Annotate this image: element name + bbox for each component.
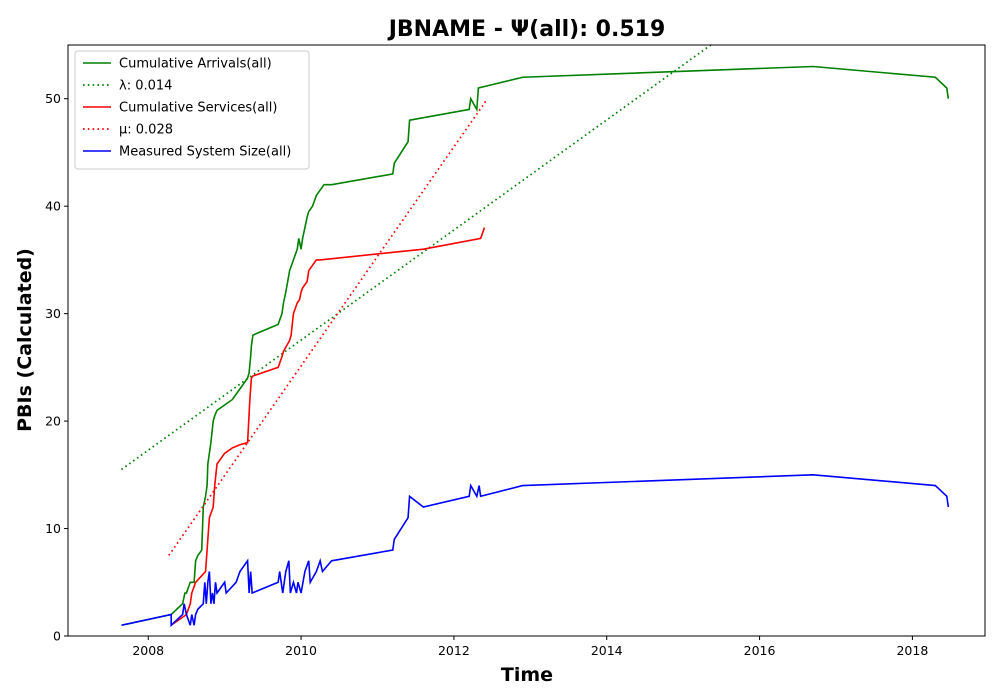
legend-label: Cumulative Services(all) xyxy=(119,101,277,116)
plot-area xyxy=(67,44,986,637)
y-tick-label: 40 xyxy=(45,199,61,214)
legend-label: μ: 0.028 xyxy=(119,123,173,138)
y-tick-label: 30 xyxy=(45,306,61,321)
legend-label: λ: 0.014 xyxy=(119,79,172,94)
x-tick-label: 2012 xyxy=(438,643,470,658)
legend: Cumulative Arrivals(all) λ: 0.014 Cumulati… xyxy=(74,50,310,170)
legend-label: Measured System Size(all) xyxy=(119,145,291,160)
x-axis: 2008 2010 2012 2014 2016 2018 xyxy=(132,636,928,658)
legend-box xyxy=(74,50,310,170)
y-axis-label: PBIs (Calculated) xyxy=(14,248,36,432)
x-tick-label: 2008 xyxy=(132,643,164,658)
y-tick-label: 20 xyxy=(45,414,61,429)
legend-label: Cumulative Arrivals(all) xyxy=(119,57,272,72)
series-line-5 xyxy=(121,474,950,628)
x-axis-label: Time xyxy=(501,664,553,686)
y-tick-label: 0 xyxy=(53,629,61,644)
plot-frame xyxy=(67,44,986,637)
y-tick-label: 50 xyxy=(45,91,61,106)
series-line-4 xyxy=(168,100,487,556)
series-line-2 xyxy=(120,45,713,471)
y-tick-label: 10 xyxy=(45,521,61,536)
x-tick-label: 2016 xyxy=(744,643,776,658)
x-tick-label: 2014 xyxy=(591,643,623,658)
chart-title: JBNAME - Ψ(all): 0.519 xyxy=(387,17,666,42)
series-line-1 xyxy=(121,65,950,627)
x-tick-label: 2018 xyxy=(896,643,928,658)
x-tick-label: 2010 xyxy=(285,643,317,658)
series-line-3 xyxy=(170,227,486,626)
y-axis: 0 10 20 30 40 50 xyxy=(45,91,68,644)
